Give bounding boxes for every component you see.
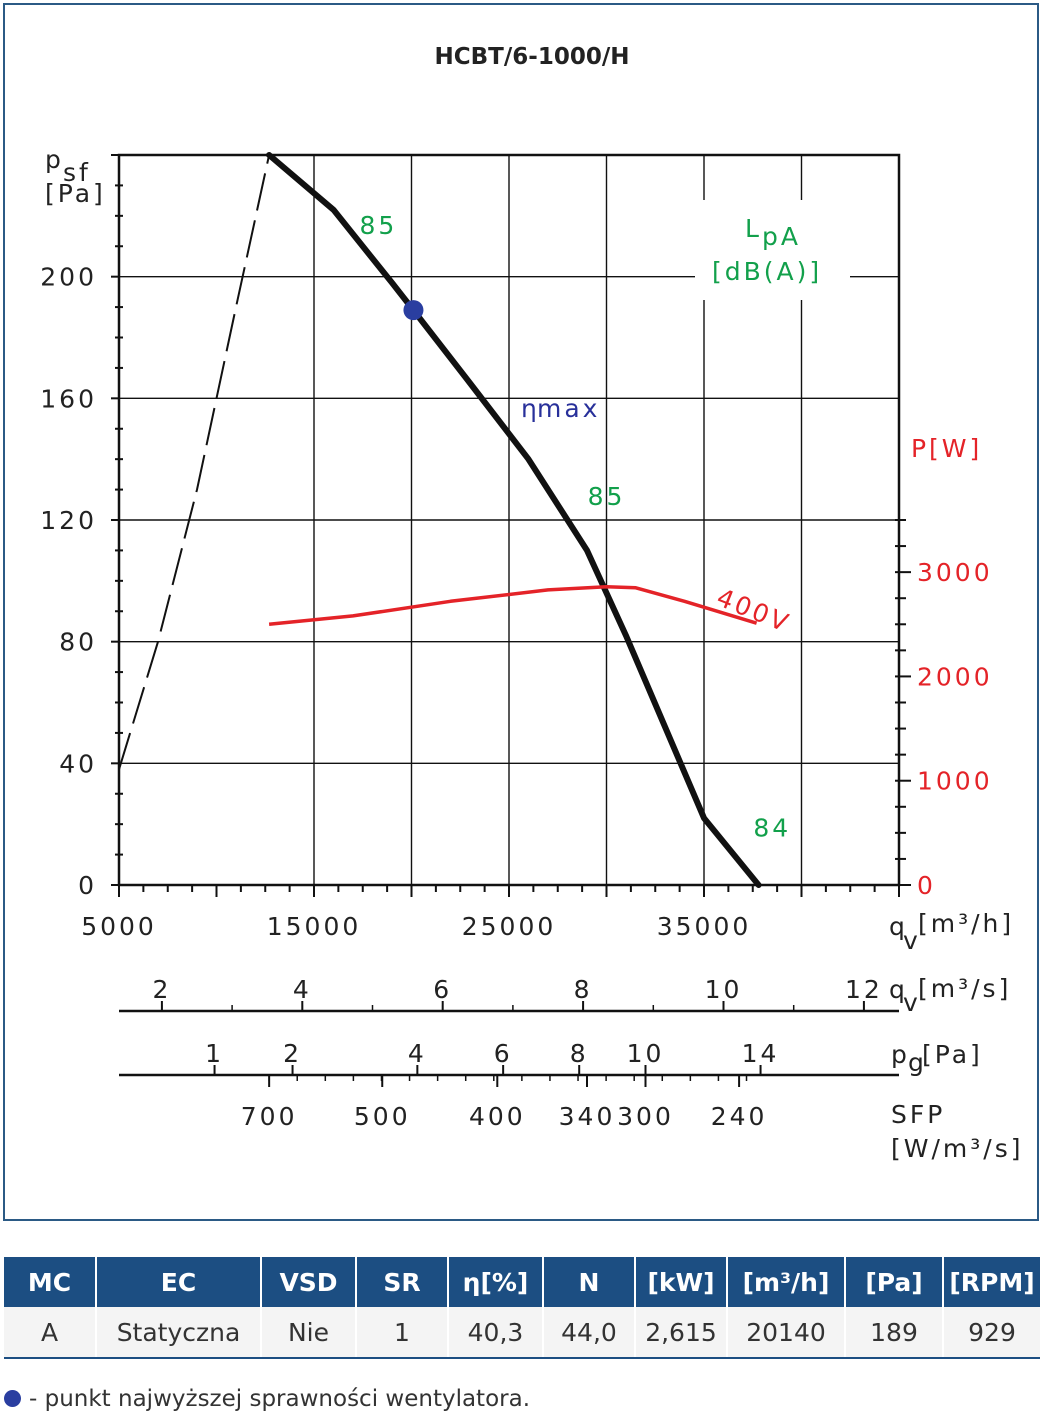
cell-flow: 20140	[727, 1307, 846, 1359]
noise-value-label: 85	[359, 211, 397, 240]
header-ec: EC	[96, 1257, 262, 1307]
secondary-tick-label: 300	[617, 1102, 674, 1131]
eta-max-label: η	[521, 394, 540, 423]
secondary-tick-label: 240	[711, 1102, 768, 1131]
footnote-text: - punkt najwyższej sprawności wentylator…	[29, 1386, 531, 1412]
secondary-tick-label: 8	[574, 975, 593, 1004]
x-axis-label-sub: v	[903, 926, 921, 955]
cell-vsd: Nie	[261, 1307, 357, 1359]
x-tick-label: 15000	[267, 912, 362, 941]
sfp-unit: [W/m³/s]	[891, 1134, 1023, 1163]
cell-kw: 2,615	[635, 1307, 728, 1359]
cell-pa: 189	[845, 1307, 944, 1359]
power-axis-label: P	[911, 434, 929, 463]
y-tick-label: 120	[40, 506, 97, 535]
y-tick-label: 0	[78, 871, 97, 900]
secondary-tick-label: 2	[152, 975, 171, 1004]
cell-eta: 40,3	[448, 1307, 544, 1359]
cell-n: 44,0	[543, 1307, 636, 1359]
footnote: - punkt najwyższej sprawności wentylator…	[4, 1386, 530, 1412]
header-pa: [Pa]	[845, 1257, 944, 1307]
secondary-tick-label: 340	[559, 1102, 616, 1131]
secondary-tick-label: 4	[408, 1039, 427, 1068]
noise-value-label: 85	[588, 482, 626, 511]
pg-label-sub: g	[908, 1048, 927, 1077]
secondary-tick-label: 1	[205, 1039, 224, 1068]
cell-sr: 1	[356, 1307, 449, 1359]
sfp-label: SFP	[891, 1100, 945, 1129]
y-axis-label: p	[45, 145, 64, 174]
x-axis-unit: [m³/h]	[918, 909, 1014, 938]
noise-legend-title-sub: pA	[762, 222, 801, 251]
qv-m3s-label: q	[889, 975, 908, 1004]
header-vsd: VSD	[261, 1257, 357, 1307]
table-header-row: MC EC VSD SR η[%] N [kW] [m³/h] [Pa] [RP…	[4, 1257, 1040, 1307]
header-mc: MC	[4, 1257, 97, 1307]
x-axis-label: q	[889, 912, 908, 941]
secondary-tick-label: 14	[742, 1039, 780, 1068]
table-row: A Statyczna Nie 1 40,3 44,0 2,615 20140 …	[4, 1307, 1040, 1359]
power-curve-line	[268, 584, 758, 627]
secondary-tick-label: 700	[241, 1102, 298, 1131]
y-tick-label: 80	[59, 628, 97, 657]
cell-ec: Statyczna	[96, 1307, 262, 1359]
secondary-tick-label: 400	[469, 1102, 526, 1131]
power-tick-label: 2000	[917, 662, 993, 691]
secondary-tick-label: 2	[283, 1039, 302, 1068]
eta-max-label-sub: max	[537, 394, 600, 423]
efficiency-point-legend-icon	[4, 1390, 21, 1407]
secondary-tick-label: 12	[845, 975, 883, 1004]
header-n: N	[543, 1257, 636, 1307]
power-tick-label: 3000	[917, 558, 993, 587]
x-tick-label: 5000	[81, 912, 157, 941]
noise-legend-unit: [dB(A)]	[712, 257, 822, 286]
qv-m3s-unit: [m³/s]	[918, 974, 1011, 1003]
header-eta: η[%]	[448, 1257, 544, 1307]
spec-table: MC EC VSD SR η[%] N [kW] [m³/h] [Pa] [RP…	[4, 1257, 1040, 1359]
power-axis-unit: [W]	[929, 434, 982, 463]
y-tick-label: 160	[40, 384, 97, 413]
secondary-tick-label: 4	[293, 975, 312, 1004]
cell-mc: A	[4, 1307, 97, 1359]
cell-rpm: 929	[943, 1307, 1040, 1359]
secondary-tick-label: 8	[570, 1039, 589, 1068]
pg-label: p	[891, 1040, 910, 1069]
y-axis-unit: [Pa]	[45, 179, 106, 208]
secondary-tick-label: 10	[627, 1039, 665, 1068]
power-tick-label: 1000	[917, 767, 993, 796]
header-kw: [kW]	[635, 1257, 728, 1307]
y-axis-label-sub: sf	[63, 158, 91, 187]
grid	[119, 155, 899, 885]
x-tick-label: 35000	[657, 912, 752, 941]
power-series-label: 400V	[713, 583, 795, 639]
pg-unit: [Pa]	[922, 1040, 983, 1069]
secondary-tick-label: 6	[433, 975, 452, 1004]
noise-legend-background	[695, 200, 850, 300]
x-tick-label: 25000	[462, 912, 557, 941]
chart-title: HCBT/6-1000/H	[435, 44, 630, 70]
secondary-tick-label: 6	[494, 1039, 513, 1068]
noise-legend-title: L	[745, 214, 762, 243]
y-tick-label: 200	[40, 263, 97, 292]
fan-curve-line	[266, 152, 762, 888]
power-tick-label: 0	[917, 871, 936, 900]
secondary-tick-label: 10	[705, 975, 743, 1004]
header-rpm: [RPM]	[943, 1257, 1040, 1307]
system-curve-line	[118, 154, 271, 770]
header-flow: [m³/h]	[727, 1257, 846, 1307]
noise-value-label: 84	[753, 813, 791, 842]
axis-ticks	[111, 154, 911, 1087]
chart-frame: HCBT/6-1000/H 0 40 80 120 160 200 p sf [Pa] 0 1000…	[3, 3, 1039, 1221]
secondary-tick-label: 500	[354, 1102, 411, 1131]
header-sr: SR	[356, 1257, 449, 1307]
efficiency-point	[403, 300, 424, 321]
qv-m3s-label-sub: v	[903, 988, 921, 1017]
y-tick-label: 40	[59, 749, 97, 778]
